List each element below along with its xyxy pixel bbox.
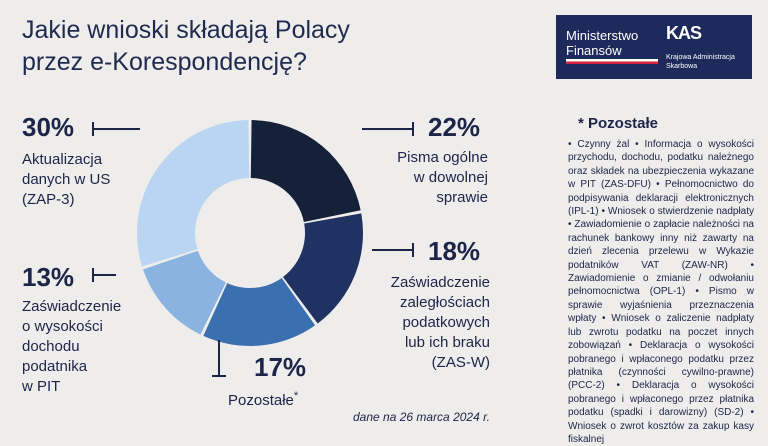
label-line: Aktualizacja [22,151,103,168]
page-title: Jakie wnioski składają Polacy przez e-Ko… [22,14,350,78]
ministry-logo: Ministerstwo Finansów KAS Krajowa Admini… [556,15,752,79]
label-line: w dowolnej [413,169,488,186]
side-heading: * Pozostałe [578,115,659,132]
title-line-2: przez e-Korespondencję? [22,48,307,76]
donut-slice [137,120,250,267]
label-line: danych w US [22,171,111,188]
side-list: • Czynny żal • Informacja o wysokości pr… [568,139,754,445]
ministry-line-1: Ministerstwo [566,28,639,43]
kas-line-1: Krajowa Administracja [666,54,735,61]
label-line: Zaświadczenie [390,274,490,291]
asterisk-mark: * [293,390,299,402]
pct-zasw: 18% [428,236,481,266]
label-pozostale: Pozostałe* [228,386,298,411]
pct-dochod: 13% [22,262,75,292]
donut-slice [282,213,363,324]
donut-slice [143,250,226,335]
title-line-1: Jakie wnioski składają Polacy [22,16,350,44]
label-dochod: Zaświadczenie o wysokości dochodu podatn… [22,297,121,397]
label-line: podatkowych [402,314,490,331]
label-aktualizacja: Aktualizacja danych w US (ZAP-3) [22,150,110,210]
ministry-name: Ministerstwo Finansów [566,28,638,58]
pct-aktualizacja: 30% [22,112,75,142]
ministry-line-2: Finansów [566,43,622,58]
label-line: lub ich braku [404,334,490,351]
polish-flag-icon [566,59,658,64]
kas-logo-mark: KAS [666,23,702,43]
label-line: podatnika [22,358,88,375]
leader-line [362,128,414,130]
pct-pozostale: 17% [254,352,307,382]
label-line: o wysokości [22,318,103,335]
kas-name: Krajowa Administracja Skarbowa [666,53,735,71]
data-date-note: dane na 26 marca 2024 r. [353,410,490,424]
leader-line [92,274,116,276]
label-pisma: Pisma ogólne w dowolnej sprawie [368,148,488,208]
label-line: Zaświadczenie [22,298,122,315]
leader-tick [412,122,414,136]
leader-line [218,340,220,376]
leader-line [92,128,140,130]
label-line: w PIT [22,378,61,395]
leader-line [372,249,412,251]
label-line: Pozostałe [228,392,294,409]
label-line: (ZAS-W) [431,354,490,371]
label-zasw: Zaświadczenie zaległościach podatkowych … [340,273,490,373]
leader-tick [212,375,226,377]
label-line: dochodu [22,338,80,355]
label-line: (ZAP-3) [22,191,75,208]
label-line: zaległościach [399,294,490,311]
donut-slice [203,277,316,346]
label-line: Pisma ogólne [397,149,488,166]
pct-pisma: 22% [428,112,481,142]
leader-tick [412,243,414,257]
kas-line-2: Skarbowa [666,63,698,70]
donut-slice [250,120,361,222]
label-line: sprawie [436,189,488,206]
donut-chart [137,120,363,346]
